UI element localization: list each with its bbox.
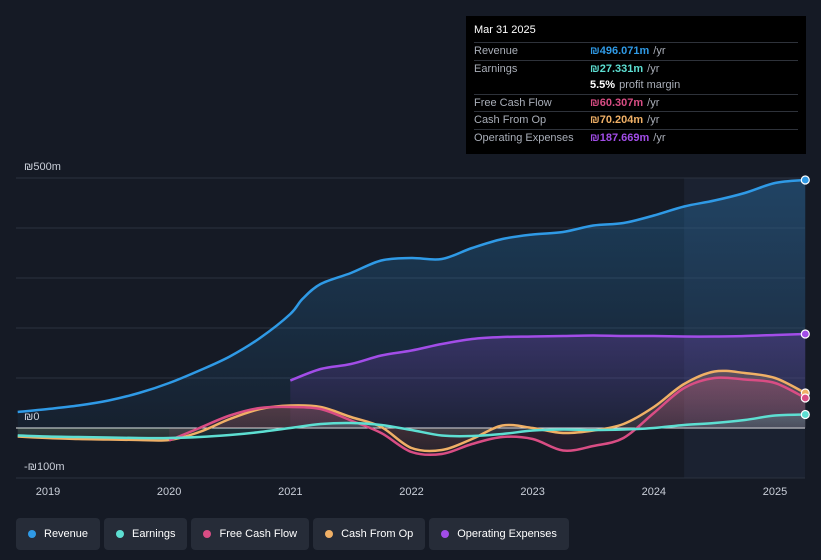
tooltip-row-margin: 5.5% profit margin — [474, 77, 798, 94]
legend-label: Cash From Op — [341, 528, 414, 540]
tooltip-label: Cash From Op — [474, 114, 547, 127]
legend-label: Earnings — [132, 528, 176, 540]
tooltip-panel: Mar 31 2025 Revenue ₪496.071m /yr Earnin… — [466, 16, 806, 154]
tooltip-label: Operating Expenses — [474, 131, 574, 144]
series-end-marker-revenue — [800, 175, 810, 185]
x-axis-label: 2021 — [278, 486, 302, 498]
chart-area: ₪500m ₪0 -₪100m 2019 2020 2021 2022 2023 2024 202… — [16, 161, 810, 498]
tooltip-unit: /yr — [647, 62, 660, 75]
legend-item-cash-from-op[interactable]: Cash From Op — [313, 518, 426, 550]
x-axis-label: 2022 — [399, 486, 423, 498]
y-axis-label: ₪500m — [24, 161, 61, 173]
tooltip-row-cfo: Cash From Op ₪70.204m /yr — [474, 111, 798, 129]
tooltip-row-revenue: Revenue ₪496.071m /yr — [474, 42, 798, 60]
series-line-free-cash-flow — [168, 376, 806, 457]
tooltip-unit: /yr — [647, 114, 660, 127]
legend-label: Revenue — [44, 528, 89, 540]
legend-item-earnings[interactable]: Earnings — [104, 518, 188, 550]
tooltip-value: ₪496.071m — [590, 45, 650, 58]
series-area-earnings — [17, 414, 806, 439]
tooltip-label: Revenue — [474, 45, 519, 58]
x-axis-label: 2025 — [763, 486, 787, 498]
legend-label: Free Cash Flow — [219, 528, 298, 540]
series-end-marker-free-cash-flow — [800, 393, 810, 403]
legend-item-free-cash-flow[interactable]: Free Cash Flow — [191, 518, 310, 550]
tooltip-unit: profit margin — [619, 79, 681, 92]
legend-dot-icon — [203, 530, 212, 538]
tooltip-row-earnings: Earnings ₪27.331m /yr — [474, 59, 798, 78]
tooltip-row-opex: Operating Expenses ₪187.669m /yr — [474, 128, 798, 147]
x-axis-label: 2023 — [520, 486, 544, 498]
tooltip-date: Mar 31 2025 — [474, 24, 536, 36]
legend-label: Operating Expenses — [457, 528, 557, 540]
series-end-marker-earnings — [800, 409, 810, 420]
tooltip-value: 5.5% — [590, 79, 616, 92]
tooltip-value: ₪187.669m — [590, 131, 650, 144]
legend: Revenue Earnings Free Cash Flow Cash Fro… — [16, 518, 569, 550]
tooltip-label: Free Cash Flow — [474, 96, 552, 109]
tooltip-unit: /yr — [647, 96, 660, 109]
tooltip-value: ₪60.307m — [590, 96, 644, 109]
x-axis-label: 2019 — [36, 486, 60, 498]
y-axis-label: ₪0 — [24, 411, 39, 423]
series-line-earnings — [17, 413, 806, 440]
tooltip-label: Earnings — [474, 62, 518, 75]
legend-dot-icon — [116, 530, 125, 538]
tooltip-unit: /yr — [653, 131, 666, 144]
legend-dot-icon — [441, 530, 450, 538]
series-line-cash-from-op — [17, 369, 806, 453]
tooltip-value: ₪70.204m — [590, 114, 644, 127]
x-axis-label: 2024 — [642, 486, 666, 498]
legend-dot-icon — [325, 530, 334, 538]
tooltip-unit: /yr — [653, 45, 666, 58]
y-axis-label: -₪100m — [24, 461, 65, 473]
tooltip-value: ₪27.331m — [590, 62, 644, 75]
x-axis-label: 2020 — [157, 486, 181, 498]
series-line-operating-expenses — [289, 332, 806, 382]
series-line-revenue — [17, 178, 806, 414]
legend-dot-icon — [28, 530, 36, 538]
tooltip-row-fcf: Free Cash Flow ₪60.307m /yr — [474, 93, 798, 112]
legend-item-revenue[interactable]: Revenue — [16, 518, 101, 550]
legend-item-operating-expenses[interactable]: Operating Expenses — [429, 518, 569, 550]
series-end-marker-operating-expenses — [800, 329, 810, 339]
